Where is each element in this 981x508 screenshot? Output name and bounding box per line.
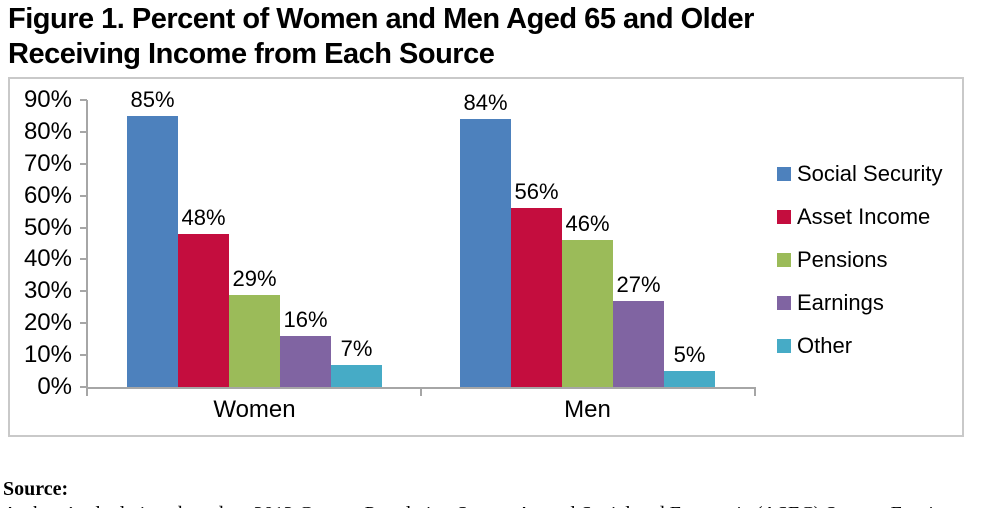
y-tick-label-10-: 10% — [23, 341, 72, 369]
legend-swatch-social-security — [777, 167, 791, 181]
y-tick-mark-70- — [80, 162, 87, 165]
legend-item-other: Other — [777, 333, 853, 358]
y-tick-mark-20- — [80, 322, 87, 325]
bar-pensions-women — [229, 295, 280, 387]
legend-swatch-earnings — [777, 296, 791, 310]
bar-label-pensions-women: 29% — [232, 266, 277, 291]
y-tick-mark-40- — [80, 258, 87, 261]
y-tick-label-40-: 40% — [23, 245, 72, 273]
legend-label-asset-income: Asset Income — [797, 204, 931, 229]
y-tick-mark-10- — [80, 354, 87, 357]
legend-item-pensions: Pensions — [777, 247, 888, 272]
bar-pensions-men — [562, 240, 613, 387]
legend-label-other: Other — [797, 333, 853, 358]
bar-social-security-men — [460, 119, 511, 387]
bar-label-social-security-women: 85% — [130, 87, 175, 112]
legend-swatch-asset-income — [777, 210, 791, 224]
category-label-men: Men — [564, 396, 611, 423]
x-tick-mark-1 — [420, 387, 422, 396]
source-note: Source: Authors’ calculations based on 2… — [3, 452, 975, 508]
source-text: Authors’ calculations based on 2012 Curr… — [3, 503, 962, 508]
figure-title: Figure 1. Percent of Women and Men Aged … — [8, 3, 754, 70]
y-tick-label-70-: 70% — [23, 149, 72, 177]
bar-label-earnings-men: 27% — [616, 272, 661, 297]
legend-label-earnings: Earnings — [797, 290, 884, 315]
bar-label-other-women: 7% — [340, 336, 373, 361]
chart-plot-area: 0% 10% 20% 30% 40% 50% 60% 70% 80% 90% 85% 48% 29% 16… — [8, 77, 964, 437]
bar-other-women — [331, 365, 382, 387]
y-tick-label-60-: 60% — [23, 181, 72, 209]
legend-label-pensions: Pensions — [797, 247, 888, 272]
bar-label-pensions-men: 46% — [565, 211, 610, 236]
source-label: Source: — [3, 478, 69, 500]
x-tick-mark-0 — [86, 387, 88, 396]
y-tick-mark-0- — [80, 386, 87, 388]
y-tick-mark-90- — [80, 99, 87, 101]
y-tick-label-30-: 30% — [23, 277, 72, 305]
x-tick-mark-2 — [754, 387, 756, 396]
bar-asset-income-women — [178, 234, 229, 387]
legend-item-social-security: Social Security — [777, 161, 943, 186]
legend-item-asset-income: Asset Income — [777, 204, 931, 229]
y-tick-label-0-: 0% — [37, 373, 72, 400]
bar-label-asset-income-women: 48% — [181, 205, 226, 230]
y-tick-label-80-: 80% — [23, 117, 72, 145]
legend-swatch-other — [777, 339, 791, 353]
bar-earnings-women — [280, 336, 331, 387]
legend-label-social-security: Social Security — [797, 161, 943, 186]
y-tick-label-20-: 20% — [23, 309, 72, 337]
bar-label-social-security-men: 84% — [463, 90, 508, 115]
y-tick-mark-30- — [80, 290, 87, 293]
bar-social-security-women — [127, 116, 178, 387]
y-tick-mark-80- — [80, 130, 87, 133]
bar-earnings-men — [613, 301, 664, 387]
y-tick-label-90-: 90% — [23, 86, 72, 113]
y-tick-mark-50- — [80, 226, 87, 229]
y-axis-line — [86, 100, 88, 389]
y-tick-label-50-: 50% — [23, 213, 72, 241]
legend-swatch-pensions — [777, 253, 791, 267]
bar-label-earnings-women: 16% — [283, 307, 328, 332]
y-tick-mark-60- — [80, 194, 87, 197]
legend-item-earnings: Earnings — [777, 290, 884, 315]
category-label-women: Women — [213, 396, 296, 423]
bar-label-other-men: 5% — [673, 342, 706, 367]
bar-asset-income-men — [511, 208, 562, 387]
bar-label-asset-income-men: 56% — [514, 179, 559, 204]
bar-other-men — [664, 371, 715, 387]
